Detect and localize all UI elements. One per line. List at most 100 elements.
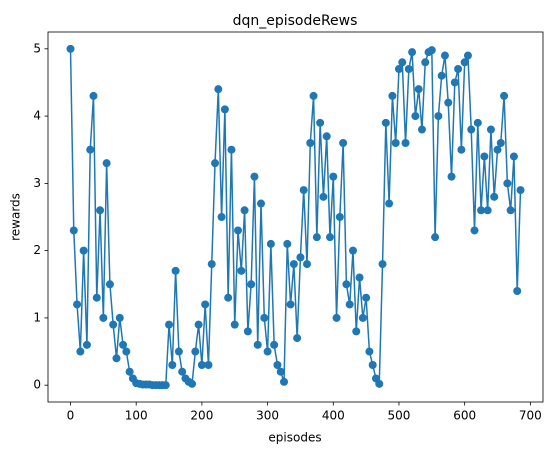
marker	[122, 347, 131, 356]
marker	[293, 334, 302, 343]
marker	[365, 347, 374, 356]
marker	[204, 361, 213, 369]
marker	[309, 91, 318, 100]
marker	[119, 340, 128, 349]
marker	[211, 159, 220, 168]
marker	[444, 98, 453, 107]
marker	[273, 361, 282, 369]
marker	[463, 51, 472, 60]
marker	[224, 293, 233, 302]
marker	[325, 233, 334, 242]
marker	[201, 300, 210, 309]
marker	[263, 347, 272, 356]
marker	[385, 199, 394, 208]
marker	[276, 367, 285, 376]
marker	[398, 58, 407, 67]
marker	[394, 65, 403, 73]
marker	[280, 377, 289, 386]
marker	[214, 85, 223, 94]
marker	[483, 206, 492, 215]
marker	[220, 105, 229, 114]
marker	[368, 361, 377, 369]
marker	[417, 125, 426, 134]
marker	[477, 206, 486, 215]
y-tick-label: 5	[33, 41, 41, 55]
marker	[411, 112, 420, 121]
marker	[302, 260, 311, 269]
marker	[266, 239, 275, 248]
marker	[358, 313, 367, 322]
marker	[217, 213, 226, 221]
marker	[516, 186, 525, 195]
chart-title: dqn_episodeRews	[233, 13, 358, 29]
y-tick-label: 0	[33, 378, 41, 392]
marker	[82, 340, 91, 349]
marker	[513, 287, 522, 295]
marker	[171, 266, 180, 275]
x-tick-label: 100	[125, 409, 148, 423]
marker	[378, 260, 387, 269]
marker	[197, 361, 206, 369]
marker	[125, 367, 134, 376]
marker	[503, 179, 512, 188]
x-tick-label: 400	[322, 409, 345, 423]
marker	[388, 91, 397, 100]
marker	[99, 313, 108, 322]
marker	[299, 186, 308, 195]
marker	[312, 233, 321, 242]
marker	[470, 226, 479, 235]
marker	[375, 379, 384, 388]
marker	[102, 159, 111, 168]
marker	[480, 152, 489, 161]
x-tick-label: 500	[388, 409, 411, 423]
marker	[460, 58, 469, 67]
marker	[355, 273, 364, 282]
marker	[506, 206, 515, 215]
marker	[404, 65, 413, 73]
marker	[427, 46, 436, 55]
marker	[230, 320, 239, 329]
marker	[496, 139, 505, 147]
marker	[493, 145, 502, 154]
marker	[414, 85, 423, 94]
marker	[322, 132, 331, 141]
marker	[89, 91, 98, 100]
marker	[391, 139, 400, 147]
marker	[161, 381, 170, 390]
marker	[352, 327, 361, 336]
marker	[440, 51, 449, 60]
marker	[289, 260, 298, 269]
marker	[473, 118, 482, 127]
marker	[79, 246, 88, 255]
marker	[421, 58, 430, 67]
marker	[240, 206, 249, 215]
marker	[253, 340, 262, 349]
marker	[194, 320, 203, 329]
marker	[509, 152, 518, 161]
marker	[73, 300, 82, 309]
marker	[329, 172, 338, 181]
marker	[286, 300, 295, 309]
marker	[467, 125, 476, 134]
x-tick-label: 0	[67, 409, 75, 423]
marker	[191, 347, 200, 356]
marker	[92, 293, 101, 302]
marker	[450, 78, 459, 87]
x-tick-label: 600	[453, 409, 476, 423]
marker	[486, 125, 495, 134]
marker	[188, 379, 197, 388]
marker	[332, 313, 341, 322]
y-tick-label: 4	[33, 109, 41, 123]
marker	[348, 246, 357, 255]
x-tick-label: 200	[190, 409, 213, 423]
y-tick-label: 1	[33, 310, 41, 324]
marker	[168, 361, 177, 369]
plot-frame	[47, 31, 544, 403]
marker	[339, 139, 348, 147]
marker	[86, 145, 95, 154]
x-tick-label: 700	[519, 409, 542, 423]
marker	[96, 206, 105, 215]
marker	[109, 320, 118, 329]
marker	[434, 112, 443, 121]
